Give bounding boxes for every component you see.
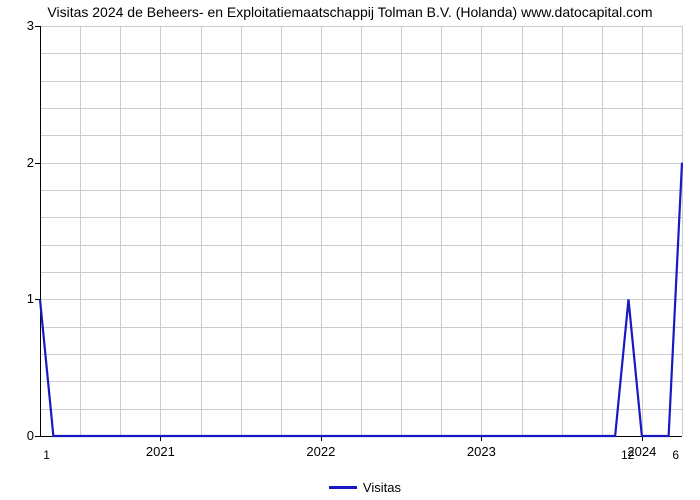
y-tick-label: 2 bbox=[4, 155, 34, 170]
chart-container: Visitas 2024 de Beheers- en Exploitatiem… bbox=[0, 0, 700, 500]
y-tick bbox=[35, 436, 40, 437]
x-tick-label: 2023 bbox=[467, 444, 496, 459]
grid-line-vertical bbox=[682, 26, 683, 436]
axis-extra-label: 1 bbox=[43, 448, 50, 462]
y-tick-label: 3 bbox=[4, 18, 34, 33]
x-tick-label: 2022 bbox=[306, 444, 335, 459]
chart-title: Visitas 2024 de Beheers- en Exploitatiem… bbox=[0, 4, 700, 20]
legend-swatch bbox=[329, 486, 357, 489]
axis-extra-label: 6 bbox=[672, 448, 679, 462]
x-tick-label: 2021 bbox=[146, 444, 175, 459]
y-tick-label: 1 bbox=[4, 291, 34, 306]
axis-extra-label: 12 bbox=[621, 448, 634, 462]
plot-area: 012320212022202320241126Visitas bbox=[40, 26, 682, 436]
legend-label: Visitas bbox=[363, 480, 401, 495]
legend: Visitas bbox=[329, 480, 401, 495]
y-tick-label: 0 bbox=[4, 428, 34, 443]
series-line bbox=[40, 26, 682, 436]
